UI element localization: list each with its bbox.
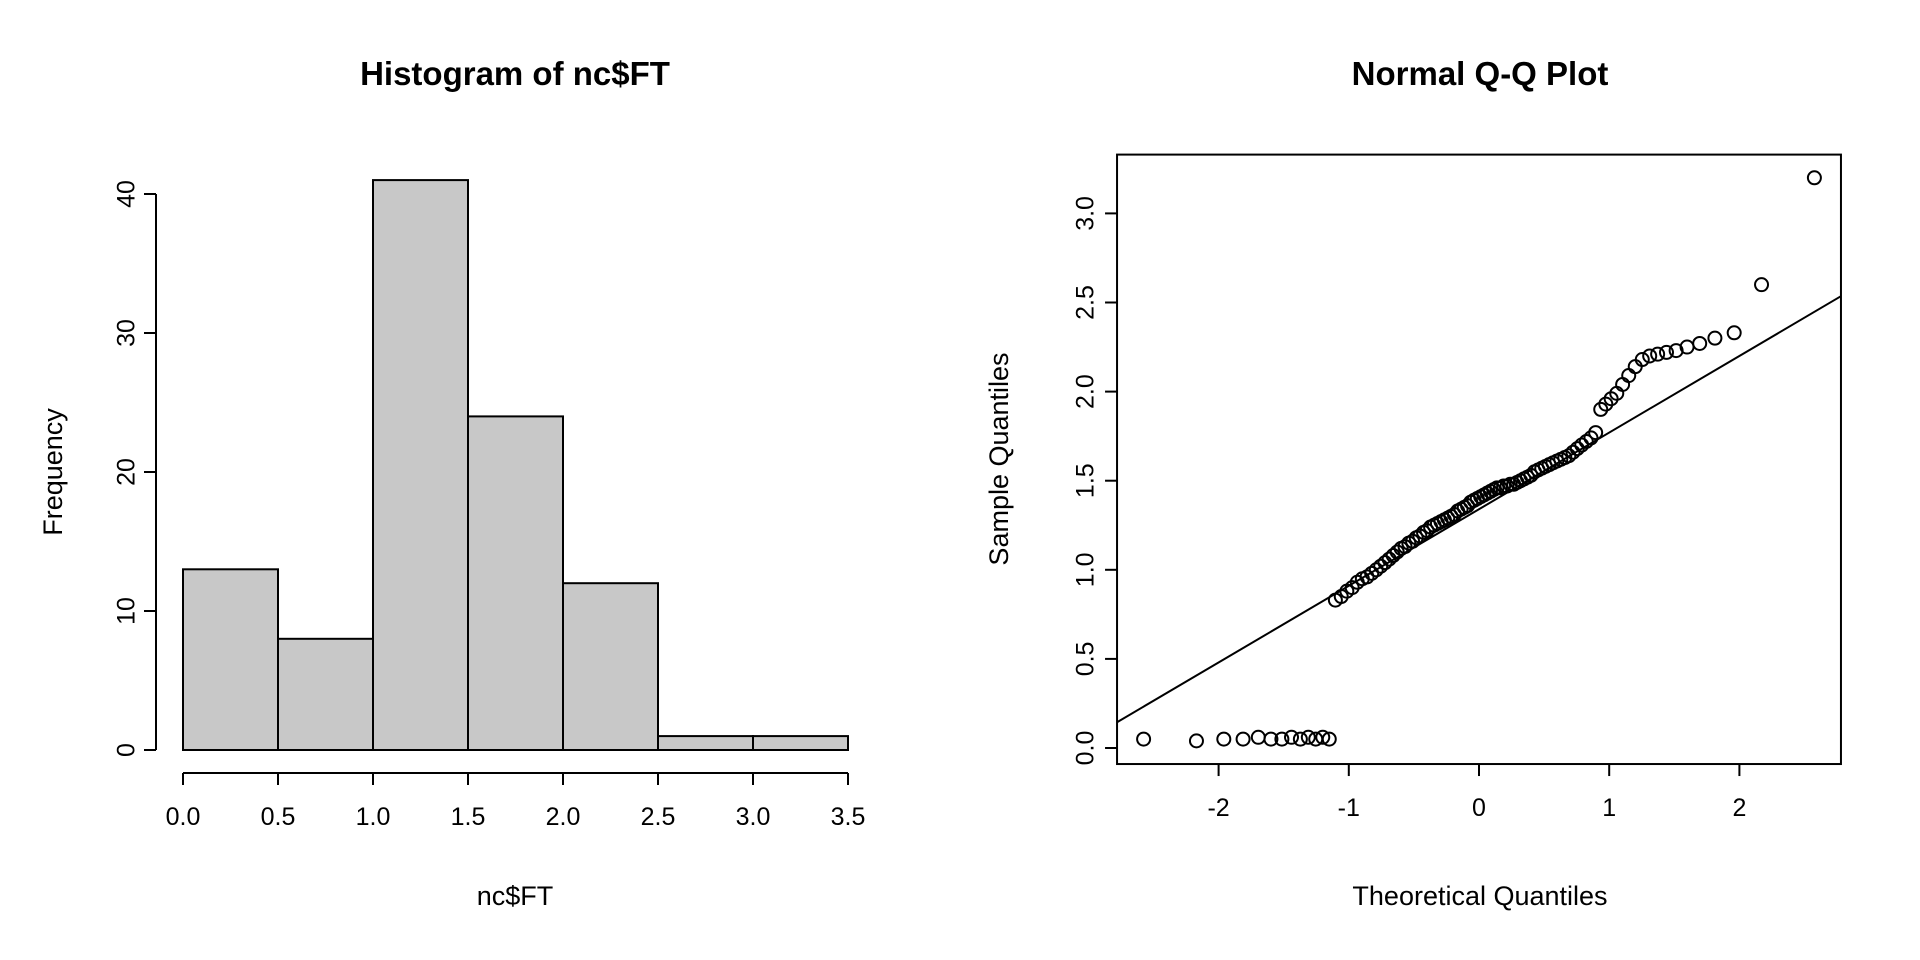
qq-y-axis-title: Sample Quantiles xyxy=(984,352,1014,565)
hist-y-tick-label: 30 xyxy=(113,319,141,347)
hist-x-tick-label: 1.5 xyxy=(451,803,486,831)
qq-x-axis-title: Theoretical Quantiles xyxy=(1352,881,1607,911)
qq-point xyxy=(1726,325,1742,341)
qq-point xyxy=(1621,368,1637,384)
qq-line xyxy=(1116,295,1842,724)
qq-point xyxy=(1707,330,1723,346)
qq-points xyxy=(1136,170,1822,749)
qq-x-tick-label: -1 xyxy=(1338,794,1360,822)
qq-x-tick-label: 0 xyxy=(1472,794,1486,822)
qq-reference-line xyxy=(1116,295,1842,724)
qq-y-tick-label: 0.5 xyxy=(1072,642,1100,677)
hist-bar xyxy=(182,568,279,751)
hist-x-tick-label: 2.0 xyxy=(546,803,581,831)
qq-point xyxy=(1569,441,1585,457)
qq-point xyxy=(1216,731,1232,747)
qq-x-tick-label: -2 xyxy=(1207,794,1229,822)
histogram-title: Histogram of nc$FT xyxy=(360,55,670,92)
hist-x-tick-label: 2.5 xyxy=(641,803,676,831)
hist-x-tick-label: 3.5 xyxy=(831,803,866,831)
hist-x-tick-label: 0.5 xyxy=(261,803,296,831)
qq-plot-box xyxy=(1116,153,1842,766)
hist-bar xyxy=(277,637,374,751)
qq-point xyxy=(1321,731,1337,747)
histogram-y-axis-title: Frequency xyxy=(38,408,68,536)
qq-point xyxy=(1806,170,1822,186)
qq-point xyxy=(1250,729,1266,745)
hist-bar xyxy=(562,582,659,752)
hist-bar xyxy=(467,415,564,751)
qq-y-tick-label: 1.0 xyxy=(1072,552,1100,587)
qq-y-tick-label: 2.0 xyxy=(1072,374,1100,409)
qq-point xyxy=(1642,348,1658,364)
qq-point xyxy=(1658,344,1674,360)
histogram-x-axis-title: nc$FT xyxy=(477,881,554,911)
qq-point xyxy=(1650,346,1666,362)
qq-point xyxy=(1315,729,1331,745)
qq-point xyxy=(1588,425,1604,441)
qq-y-tick-label: 1.5 xyxy=(1072,463,1100,498)
qq-point xyxy=(1364,565,1380,581)
hist-y-tick-label: 10 xyxy=(113,597,141,625)
hist-y-tick-label: 40 xyxy=(113,180,141,208)
qq-plot-frame xyxy=(1116,153,1842,766)
qq-point xyxy=(1397,539,1413,555)
hist-x-tick-label: 3.0 xyxy=(736,803,771,831)
qq-point xyxy=(1634,352,1650,368)
qq-point xyxy=(1598,396,1614,412)
qq-point xyxy=(1136,731,1152,747)
qq-point xyxy=(1300,729,1316,745)
hist-bar xyxy=(372,179,469,752)
qq-point xyxy=(1754,277,1770,293)
qq-title: Normal Q-Q Plot xyxy=(1352,55,1609,92)
hist-x-tick-label: 0.0 xyxy=(166,803,201,831)
histogram-panel: Histogram of nc$FT nc$FT Frequency 0 10 20… xyxy=(38,55,865,911)
qq-plot-panel: Normal Q-Q Plot Theoretical Quantiles Sa… xyxy=(984,55,1842,911)
qq-point xyxy=(1389,544,1405,560)
qq-y-tick-label: 3.0 xyxy=(1072,196,1100,231)
qq-point xyxy=(1188,733,1204,749)
hist-x-tick-label: 1.0 xyxy=(356,803,391,831)
qq-point xyxy=(1274,731,1290,747)
histogram-bars xyxy=(182,179,849,752)
qq-point xyxy=(1235,731,1251,747)
qq-point xyxy=(1692,335,1708,351)
hist-bar xyxy=(752,735,849,751)
qq-y-tick-label: 0.0 xyxy=(1072,731,1100,766)
histogram-axes: 0 10 20 30 40 0.0 0.5 1.0 1.5 2.0 2.5 3.0 3.5 xyxy=(113,180,866,831)
qq-point xyxy=(1263,731,1279,747)
qq-point xyxy=(1292,731,1308,747)
hist-y-tick-label: 0 xyxy=(113,743,141,757)
hist-y-tick-label: 20 xyxy=(113,458,141,486)
qq-x-tick-label: 2 xyxy=(1732,794,1746,822)
qq-point xyxy=(1574,437,1590,453)
qq-point xyxy=(1284,729,1300,745)
qq-y-tick-label: 2.5 xyxy=(1072,285,1100,320)
qq-x-tick-label: 1 xyxy=(1602,794,1616,822)
qq-axes: -2 -1 0 1 2 0.0 0.5 1.0 1.5 2.0 2.5 3.0 xyxy=(1072,196,1747,822)
hist-bar xyxy=(657,735,754,751)
